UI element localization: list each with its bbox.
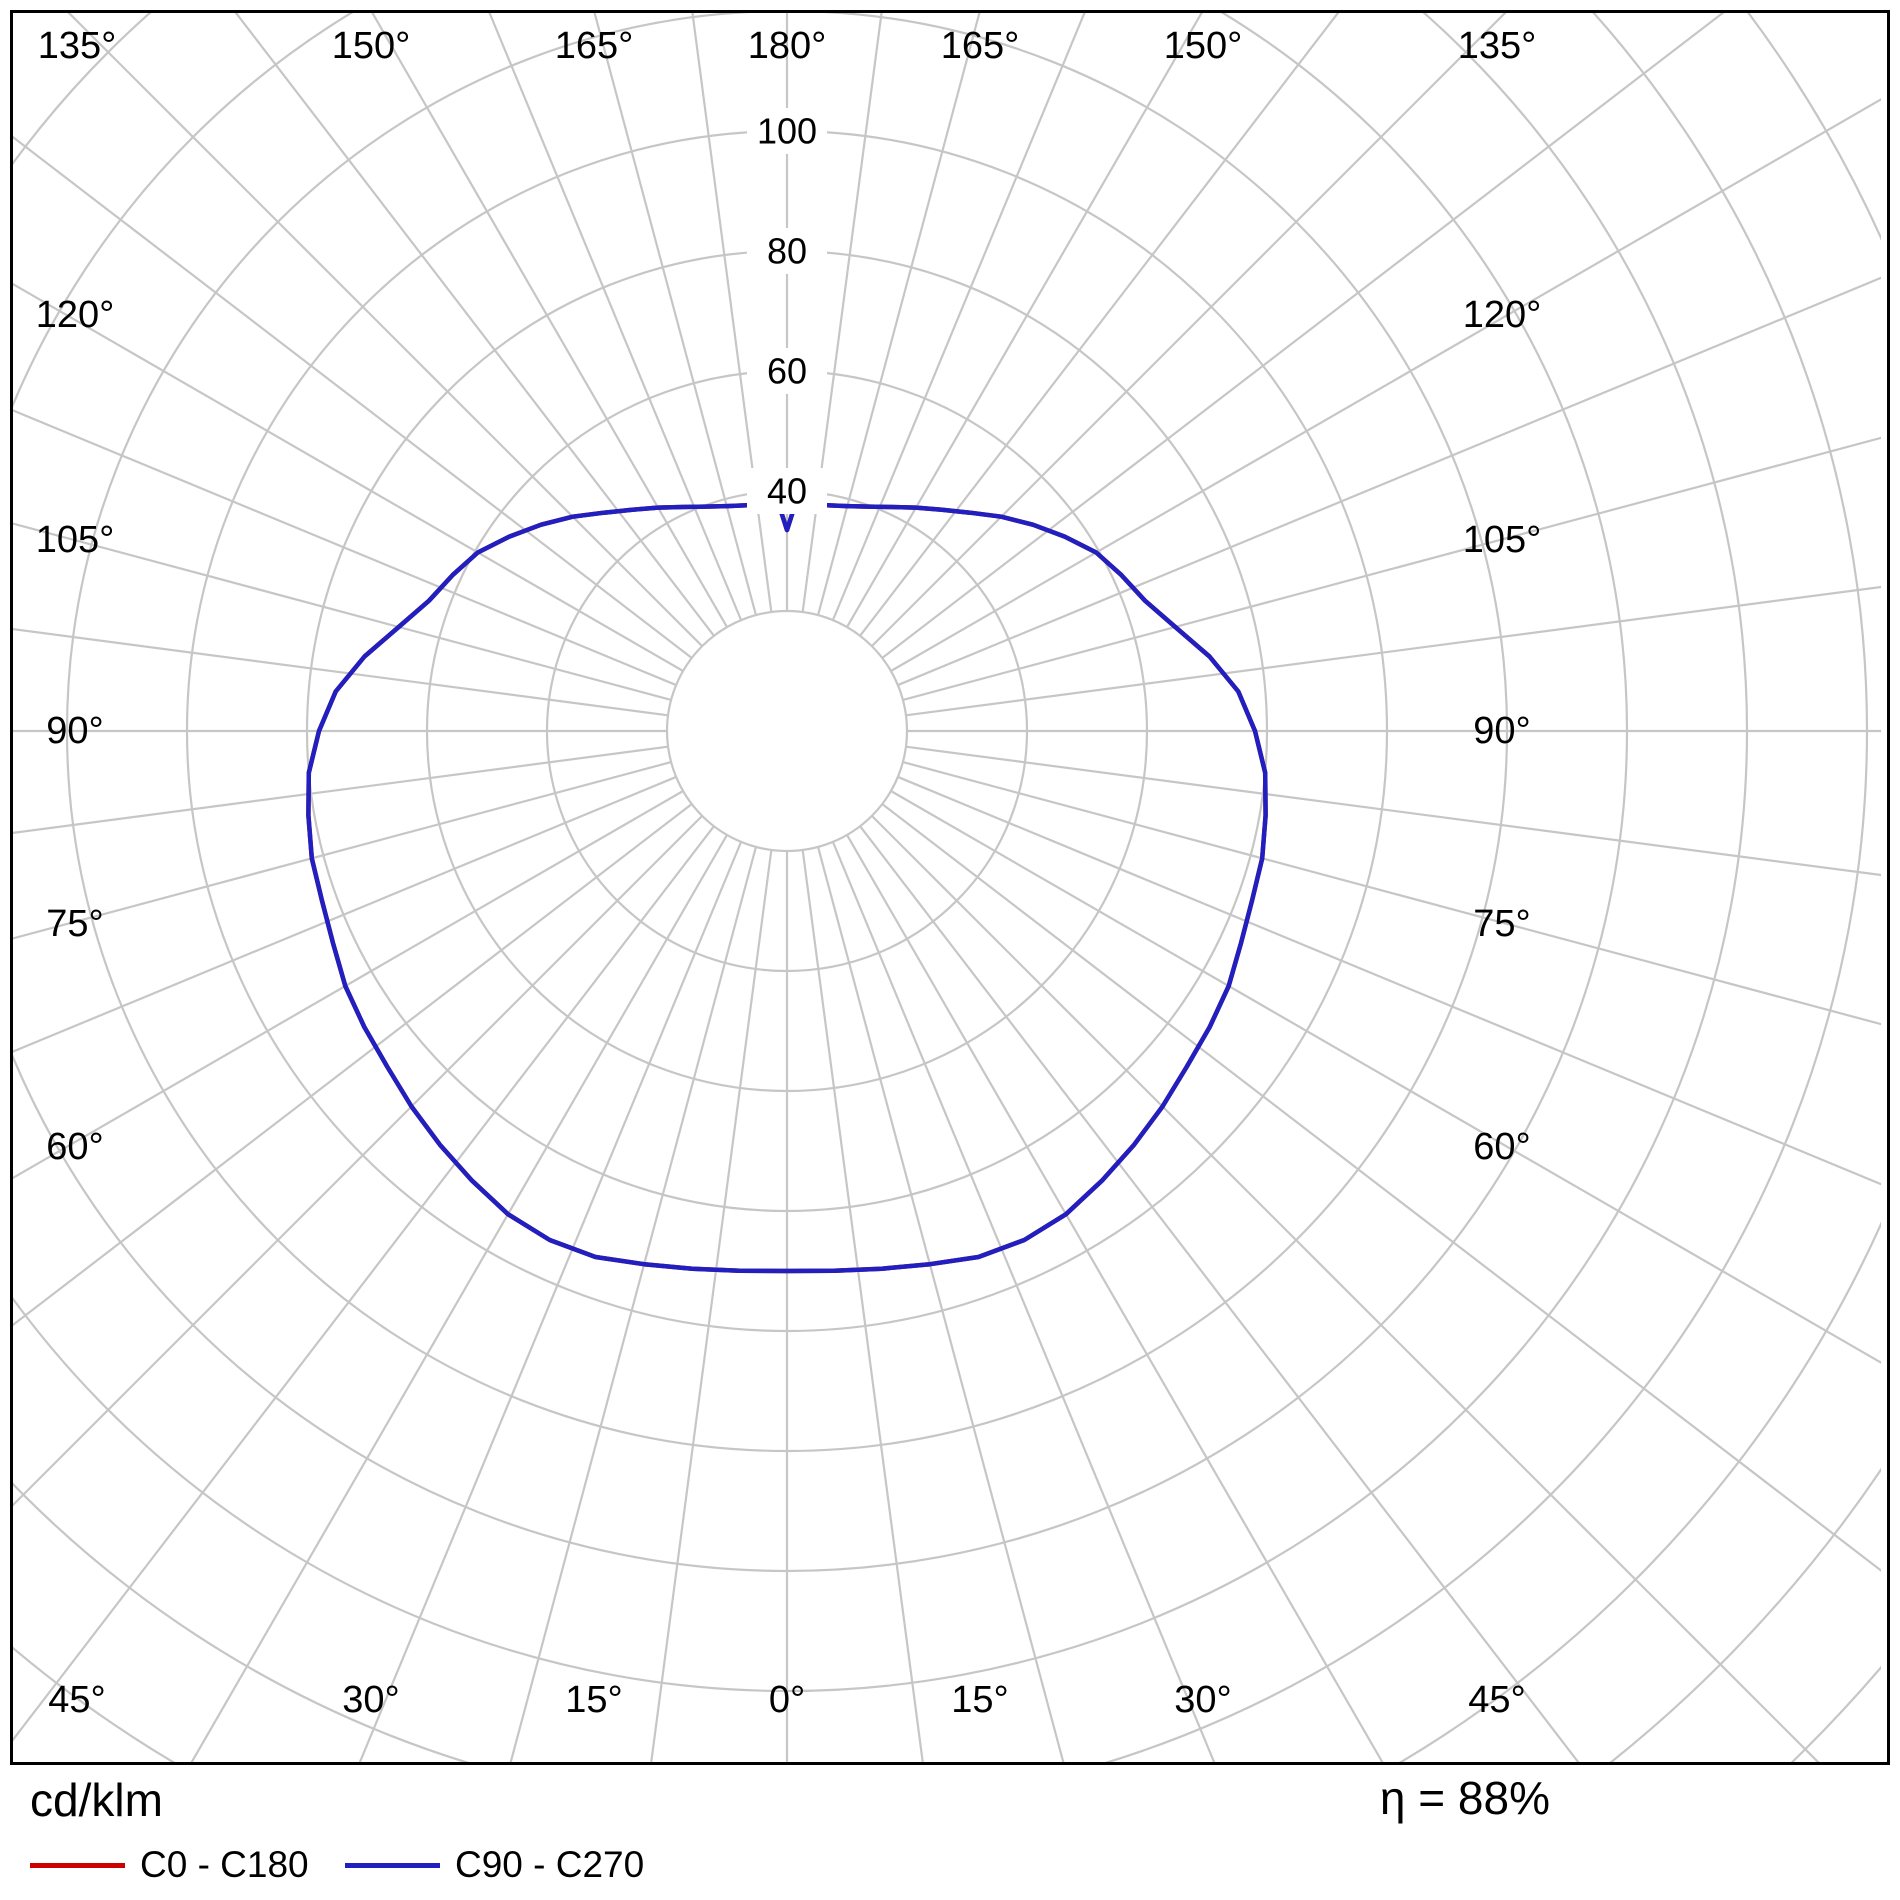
grid-spoke bbox=[13, 135, 693, 659]
units-label: cd/klm bbox=[30, 1774, 163, 1826]
grid-spoke bbox=[358, 841, 743, 1762]
angle-label: 150° bbox=[1164, 25, 1243, 67]
grid-spoke bbox=[871, 13, 1507, 647]
angle-label: 30° bbox=[342, 1679, 399, 1721]
angle-label: 45° bbox=[48, 1679, 105, 1721]
c90-c270-curve bbox=[306, 502, 1268, 1274]
tick-label-mask bbox=[747, 228, 827, 274]
angle-label: 120° bbox=[36, 294, 115, 336]
angle-labels: 135° 150° 165° 180° 165° 150° 135° 45° 30° 15° 0° 1… bbox=[36, 25, 1542, 1721]
angle-label: 105° bbox=[1463, 519, 1542, 561]
angle-label: 0° bbox=[769, 1679, 805, 1721]
grid-spoke bbox=[13, 815, 703, 1507]
angle-label: 30° bbox=[1174, 1679, 1231, 1721]
angle-label: 135° bbox=[38, 25, 117, 67]
radial-tick-label: 80 bbox=[767, 231, 807, 272]
grid-spoke bbox=[881, 13, 1725, 659]
grid-spoke bbox=[859, 825, 1580, 1762]
grid-spoke bbox=[846, 13, 1203, 628]
grid-spoke bbox=[859, 13, 1340, 637]
grid-circle bbox=[13, 13, 1881, 1762]
grid-spoke bbox=[905, 745, 1881, 877]
grid-circle bbox=[1609, 1466, 1881, 1762]
tick-label-mask bbox=[747, 348, 827, 394]
angle-label: 45° bbox=[1468, 1679, 1525, 1721]
grid-spoke bbox=[801, 849, 924, 1762]
chart-footer: cd/klm η = 88% C0 - C180 C90 - C270 bbox=[0, 1765, 1900, 1900]
grid-spoke bbox=[13, 775, 677, 1053]
efficiency-value: η = 88% bbox=[1379, 1772, 1550, 1824]
polar-chart: 40 60 80 100 135° 150° 165° 180° 165° 150° 135° 45°… bbox=[13, 13, 1881, 1762]
angle-label: 165° bbox=[941, 25, 1020, 67]
radial-tick-label: 100 bbox=[757, 111, 817, 152]
grid-spoke bbox=[13, 409, 677, 687]
grid-spoke bbox=[67, 13, 703, 647]
grid-spoke bbox=[897, 775, 1881, 1186]
legend: C0 - C180 C90 - C270 bbox=[0, 1843, 1900, 1893]
grid-spoke bbox=[13, 790, 684, 1180]
tick-label-mask bbox=[747, 108, 827, 154]
legend-swatch-c0-c180 bbox=[30, 1863, 125, 1868]
angle-label: 15° bbox=[951, 1679, 1008, 1721]
grid-spoke bbox=[816, 846, 1065, 1762]
angle-label: 135° bbox=[1458, 25, 1537, 67]
grid-spoke bbox=[190, 834, 728, 1762]
angle-label: 165° bbox=[555, 25, 634, 67]
polar-grid bbox=[13, 13, 1881, 1762]
angle-label: 90° bbox=[46, 710, 103, 752]
grid-spoke bbox=[801, 13, 883, 613]
angle-label: 60° bbox=[46, 1126, 103, 1168]
grid-spoke bbox=[831, 841, 1216, 1762]
grid-spoke bbox=[13, 522, 672, 702]
grid-spoke bbox=[905, 585, 1881, 717]
angle-label: 90° bbox=[1473, 710, 1530, 752]
grid-spoke bbox=[881, 803, 1881, 1572]
grid-spoke bbox=[902, 760, 1881, 1026]
grid-spoke bbox=[13, 627, 669, 717]
radial-tick-label: 40 bbox=[767, 471, 807, 512]
tick-label-mask bbox=[747, 468, 827, 514]
grid-spoke bbox=[593, 13, 758, 616]
grid-spoke bbox=[890, 790, 1881, 1364]
legend-label-c90-c270: C90 - C270 bbox=[455, 1844, 645, 1885]
grid-spoke bbox=[902, 436, 1881, 702]
grid-spoke bbox=[871, 815, 1820, 1762]
radial-tick-labels: 40 60 80 100 bbox=[747, 108, 827, 514]
angle-label: 75° bbox=[1473, 903, 1530, 945]
grid-spoke bbox=[691, 13, 773, 613]
legend-swatch-c90-c270 bbox=[345, 1863, 440, 1868]
grid-spoke bbox=[13, 803, 693, 1327]
angle-label: 75° bbox=[46, 903, 103, 945]
grid-spoke bbox=[13, 282, 684, 672]
grid-spoke bbox=[371, 13, 728, 628]
angle-label: 60° bbox=[1473, 1126, 1530, 1168]
grid-circle bbox=[1790, 1665, 1881, 1762]
grid-spoke bbox=[509, 846, 758, 1762]
grid-spoke bbox=[488, 13, 743, 621]
grid-spoke bbox=[13, 760, 672, 940]
angle-label: 120° bbox=[1463, 294, 1542, 336]
angle-label: 15° bbox=[565, 1679, 622, 1721]
angle-label: 150° bbox=[332, 25, 411, 67]
grid-spoke bbox=[846, 834, 1384, 1762]
angle-label: 180° bbox=[748, 25, 827, 67]
angle-label: 105° bbox=[36, 519, 115, 561]
radial-tick-label: 60 bbox=[767, 351, 807, 392]
grid-spoke bbox=[831, 13, 1086, 621]
grid-spoke bbox=[234, 13, 715, 637]
grid-circle bbox=[665, 609, 909, 853]
polar-chart-frame: 40 60 80 100 135° 150° 165° 180° 165° 150° 135° 45°… bbox=[10, 10, 1890, 1765]
grid-spoke bbox=[890, 98, 1881, 672]
grid-spoke bbox=[650, 849, 773, 1762]
legend-label-c0-c180: C0 - C180 bbox=[140, 1844, 309, 1885]
grid-spoke bbox=[13, 825, 715, 1742]
grid-spoke bbox=[897, 276, 1881, 687]
grid-spoke bbox=[816, 13, 981, 616]
grid-spoke bbox=[13, 745, 669, 835]
